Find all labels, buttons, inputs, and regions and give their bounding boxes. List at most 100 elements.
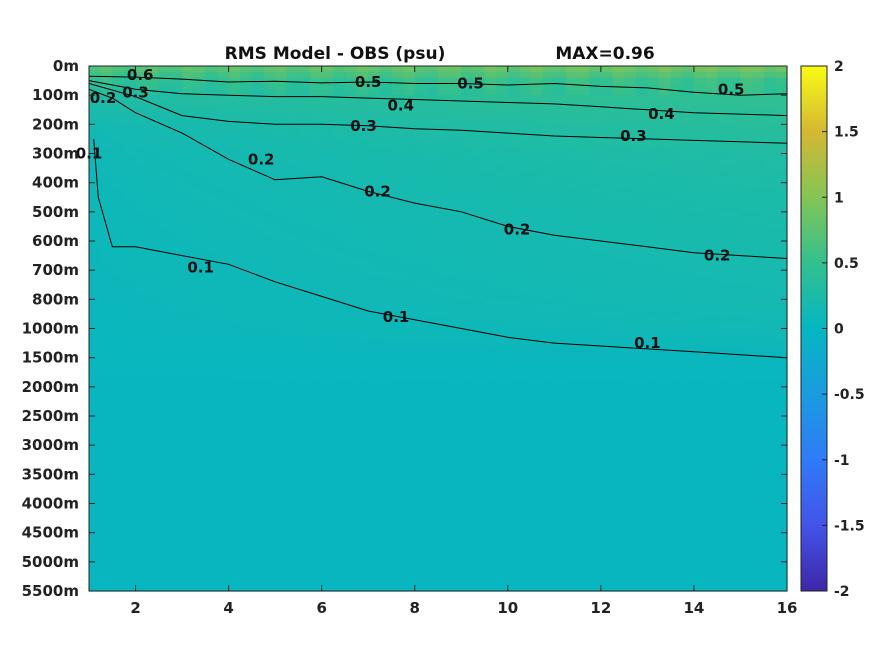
field-cell: [298, 369, 311, 376]
field-cell: [589, 241, 602, 248]
field-cell: [670, 106, 683, 114]
field-cell: [356, 421, 369, 429]
field-cell: [740, 165, 753, 172]
field-cell: [426, 270, 439, 277]
field-cell: [147, 147, 160, 155]
field-cell: [298, 66, 311, 73]
field-cell: [228, 486, 241, 493]
field-cell: [461, 141, 474, 149]
field-cell: [403, 159, 416, 166]
field-cell: [368, 258, 381, 265]
field-cell: [728, 211, 742, 219]
field-cell: [310, 480, 323, 487]
field-cell: [659, 211, 672, 219]
field-cell: [286, 182, 299, 190]
field-cell: [100, 305, 113, 312]
field-cell: [728, 66, 742, 73]
field-cell: [89, 258, 102, 265]
field-cell: [275, 206, 288, 213]
field-cell: [496, 462, 509, 470]
field-cell: [531, 206, 544, 213]
field-cell: [403, 451, 416, 458]
field-cell: [100, 515, 113, 522]
field-cell: [682, 416, 695, 423]
field-cell: [426, 147, 439, 155]
field-cell: [123, 439, 137, 446]
field-cell: [705, 235, 718, 242]
field-cell: [344, 217, 358, 225]
field-cell: [647, 235, 660, 242]
field-cell: [182, 392, 195, 400]
field-cell: [240, 287, 253, 295]
field-cell: [391, 474, 404, 481]
field-cell: [531, 194, 544, 201]
field-cell: [89, 281, 102, 289]
field-cell: [752, 264, 765, 271]
field-cell: [763, 340, 776, 347]
field-cell: [216, 381, 230, 388]
field-cell: [577, 299, 590, 306]
field-cell: [659, 311, 672, 318]
field-cell: [414, 153, 427, 160]
field-cell: [368, 451, 381, 458]
field-cell: [263, 211, 276, 219]
field-cell: [286, 241, 299, 248]
field-cell: [135, 106, 148, 114]
field-cell: [670, 153, 683, 160]
field-cell: [705, 217, 718, 225]
field-cell: [775, 136, 788, 143]
field-cell: [565, 451, 579, 458]
field-cell: [228, 491, 241, 499]
field-cell: [356, 532, 369, 540]
field-cell: [507, 153, 521, 160]
field-cell: [577, 474, 590, 481]
field-cell: [112, 346, 125, 353]
field-cell: [100, 427, 113, 435]
field-cell: [472, 363, 486, 370]
field-cell: [298, 95, 311, 102]
field-cell: [368, 369, 381, 376]
field-cell: [717, 176, 730, 184]
field-cell: [589, 491, 602, 499]
field-cell: [484, 445, 497, 452]
field-cell: [379, 322, 393, 330]
field-cell: [112, 363, 125, 370]
field-cell: [170, 328, 183, 335]
field-cell: [216, 235, 230, 242]
field-cell: [531, 474, 544, 481]
field-cell: [158, 66, 172, 73]
field-cell: [170, 217, 183, 225]
field-cell: [635, 241, 648, 248]
field-cell: [205, 211, 218, 219]
field-cell: [135, 176, 148, 184]
field-cell: [286, 101, 299, 108]
field-cell: [263, 363, 276, 370]
field-cell: [577, 416, 590, 423]
field-cell: [298, 165, 311, 172]
field-cell: [682, 340, 695, 347]
field-cell: [263, 509, 276, 516]
field-cell: [752, 311, 765, 318]
field-cell: [531, 246, 544, 254]
field-cell: [368, 462, 381, 470]
field-cell: [263, 270, 276, 277]
field-cell: [286, 550, 299, 557]
field-cell: [216, 363, 230, 370]
field-cell: [135, 276, 148, 283]
field-cell: [147, 136, 160, 143]
field-cell: [775, 456, 788, 464]
field-cell: [123, 532, 137, 540]
field-cell: [89, 421, 102, 429]
field-cell: [728, 171, 742, 178]
field-cell: [682, 106, 695, 114]
field-cell: [135, 526, 148, 534]
field-cell: [659, 456, 672, 464]
field-cell: [298, 211, 311, 219]
field-cell: [356, 264, 369, 271]
field-cell: [682, 235, 695, 242]
field-cell: [705, 381, 718, 388]
field-cell: [507, 351, 521, 359]
field-cell: [321, 357, 334, 365]
field-cell: [368, 410, 381, 417]
field-cell: [484, 433, 497, 440]
